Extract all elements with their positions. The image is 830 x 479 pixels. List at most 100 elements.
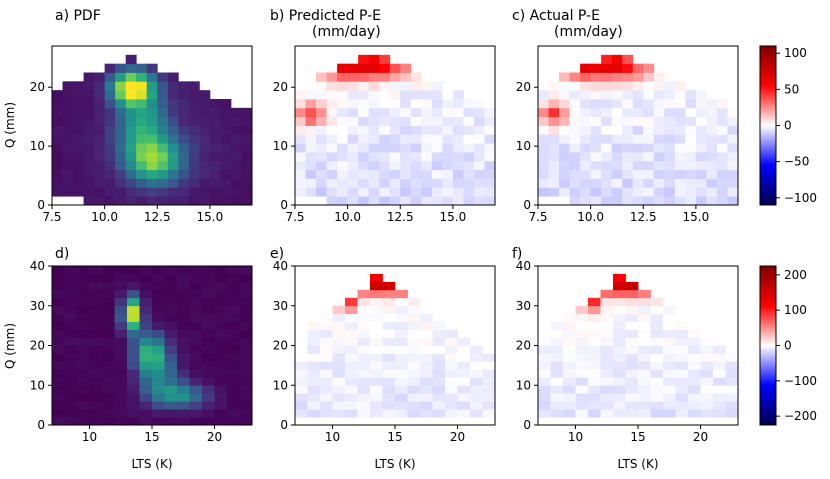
heatmap-cell [189,409,203,418]
heatmap-cell [214,329,228,338]
heatmap-cell [177,377,190,386]
heatmap-cell [484,134,496,144]
heatmap-cell [674,187,686,197]
heatmap-cell [421,116,433,126]
heatmap-cell [177,385,190,394]
heatmap-cell [442,160,454,171]
heatmap-cell [463,169,475,179]
heatmap-cell [125,196,137,206]
heatmap-cell [337,90,349,100]
heatmap-cell [389,63,401,73]
heatmap-cell [601,125,613,135]
heatmap-cell [62,116,74,126]
heatmap-cell [177,273,190,283]
heatmap-cell [420,305,433,315]
heatmap-cell [146,143,158,153]
heatmap-cell [370,313,383,323]
heatmap-cell [332,305,346,315]
heatmap-cell [227,297,240,307]
heatmap-cell [164,297,178,307]
heatmap-cell [664,107,676,118]
heatmap-cell [73,90,84,100]
heatmap-cell [410,196,422,206]
heatmap-cell [114,305,128,315]
heatmap-cell [220,196,232,206]
heatmap-cell [227,353,240,362]
heatmap-cell [695,196,707,206]
heatmap-cell [167,125,179,135]
heatmap-cell [632,196,644,206]
heatmap-cell [559,107,570,118]
heatmap-cell [104,107,116,118]
heatmap-cell [590,116,602,126]
heatmap-cell [332,361,346,370]
heatmap-cell [395,385,408,394]
heatmap-cell [395,409,408,418]
heatmap-cell [463,152,475,162]
heatmap-cell [611,81,623,91]
heatmap-cell [622,143,634,153]
heatmap-cell [420,401,433,410]
heatmap-cell [332,313,346,323]
heatmap-cell [358,160,370,171]
heatmap-cell [706,169,718,179]
heatmap-cell [442,90,454,100]
heatmap-cell [320,321,333,330]
x-tick-label: 12.5 [387,210,414,224]
heatmap-cell [643,81,655,91]
heatmap-cell [295,143,306,153]
heatmap-cell [188,169,200,179]
heatmap-cell [382,401,396,410]
heatmap-cell [457,385,471,394]
x-tick-label: 10.0 [577,210,604,224]
heatmap-cell [241,116,253,126]
heatmap-cell [463,178,475,188]
heatmap-cell [650,377,664,386]
heatmap-cell [463,116,475,126]
heatmap-cell [432,329,446,338]
heatmap-cell [716,125,728,135]
heatmap-cell [379,169,391,179]
heatmap-cell [227,377,240,386]
heatmap-cell [73,169,84,179]
heatmap-cell [62,178,74,188]
heatmap-cell [663,385,676,394]
heatmap-cell [368,187,380,197]
heatmap-cell [431,90,443,100]
heatmap-cell [230,178,242,188]
heatmap-cell [316,169,327,179]
heatmap-cell [102,329,115,338]
heatmap-cell [358,99,370,109]
heatmap-cell [407,345,421,354]
heatmap-cell [189,377,203,386]
heatmap-cell [241,160,253,171]
heatmap-cell [73,81,84,91]
heatmap-cell [370,409,383,418]
heatmap-cell [199,125,211,135]
heatmap-cell [716,143,728,153]
heatmap-cell [102,313,115,323]
heatmap-cell [713,361,726,370]
heatmap-cell [125,90,137,100]
heatmap-cell [241,125,253,135]
heatmap-cell [442,125,454,135]
heatmap-cell [463,196,475,206]
heatmap-cell [77,409,90,418]
heatmap-cell [538,107,549,118]
heatmap-cell [400,178,412,188]
heatmap-cell [89,329,103,338]
heatmap-cell [146,72,158,82]
heatmap-cell [164,409,178,418]
heatmap-cell [700,369,714,378]
y-tick-label: 20 [516,80,531,94]
heatmap-cell [305,99,317,109]
heatmap-cell [431,125,443,135]
heatmap-cell [227,273,240,283]
xlabel-d: LTS (K) [131,457,172,471]
heatmap-cell [64,321,78,330]
x-tick-label: 15 [144,430,159,444]
x-tick-label: 7.5 [528,210,547,224]
heatmap-cell [688,393,701,402]
heatmap-cell [664,178,676,188]
heatmap-cell [295,393,308,402]
